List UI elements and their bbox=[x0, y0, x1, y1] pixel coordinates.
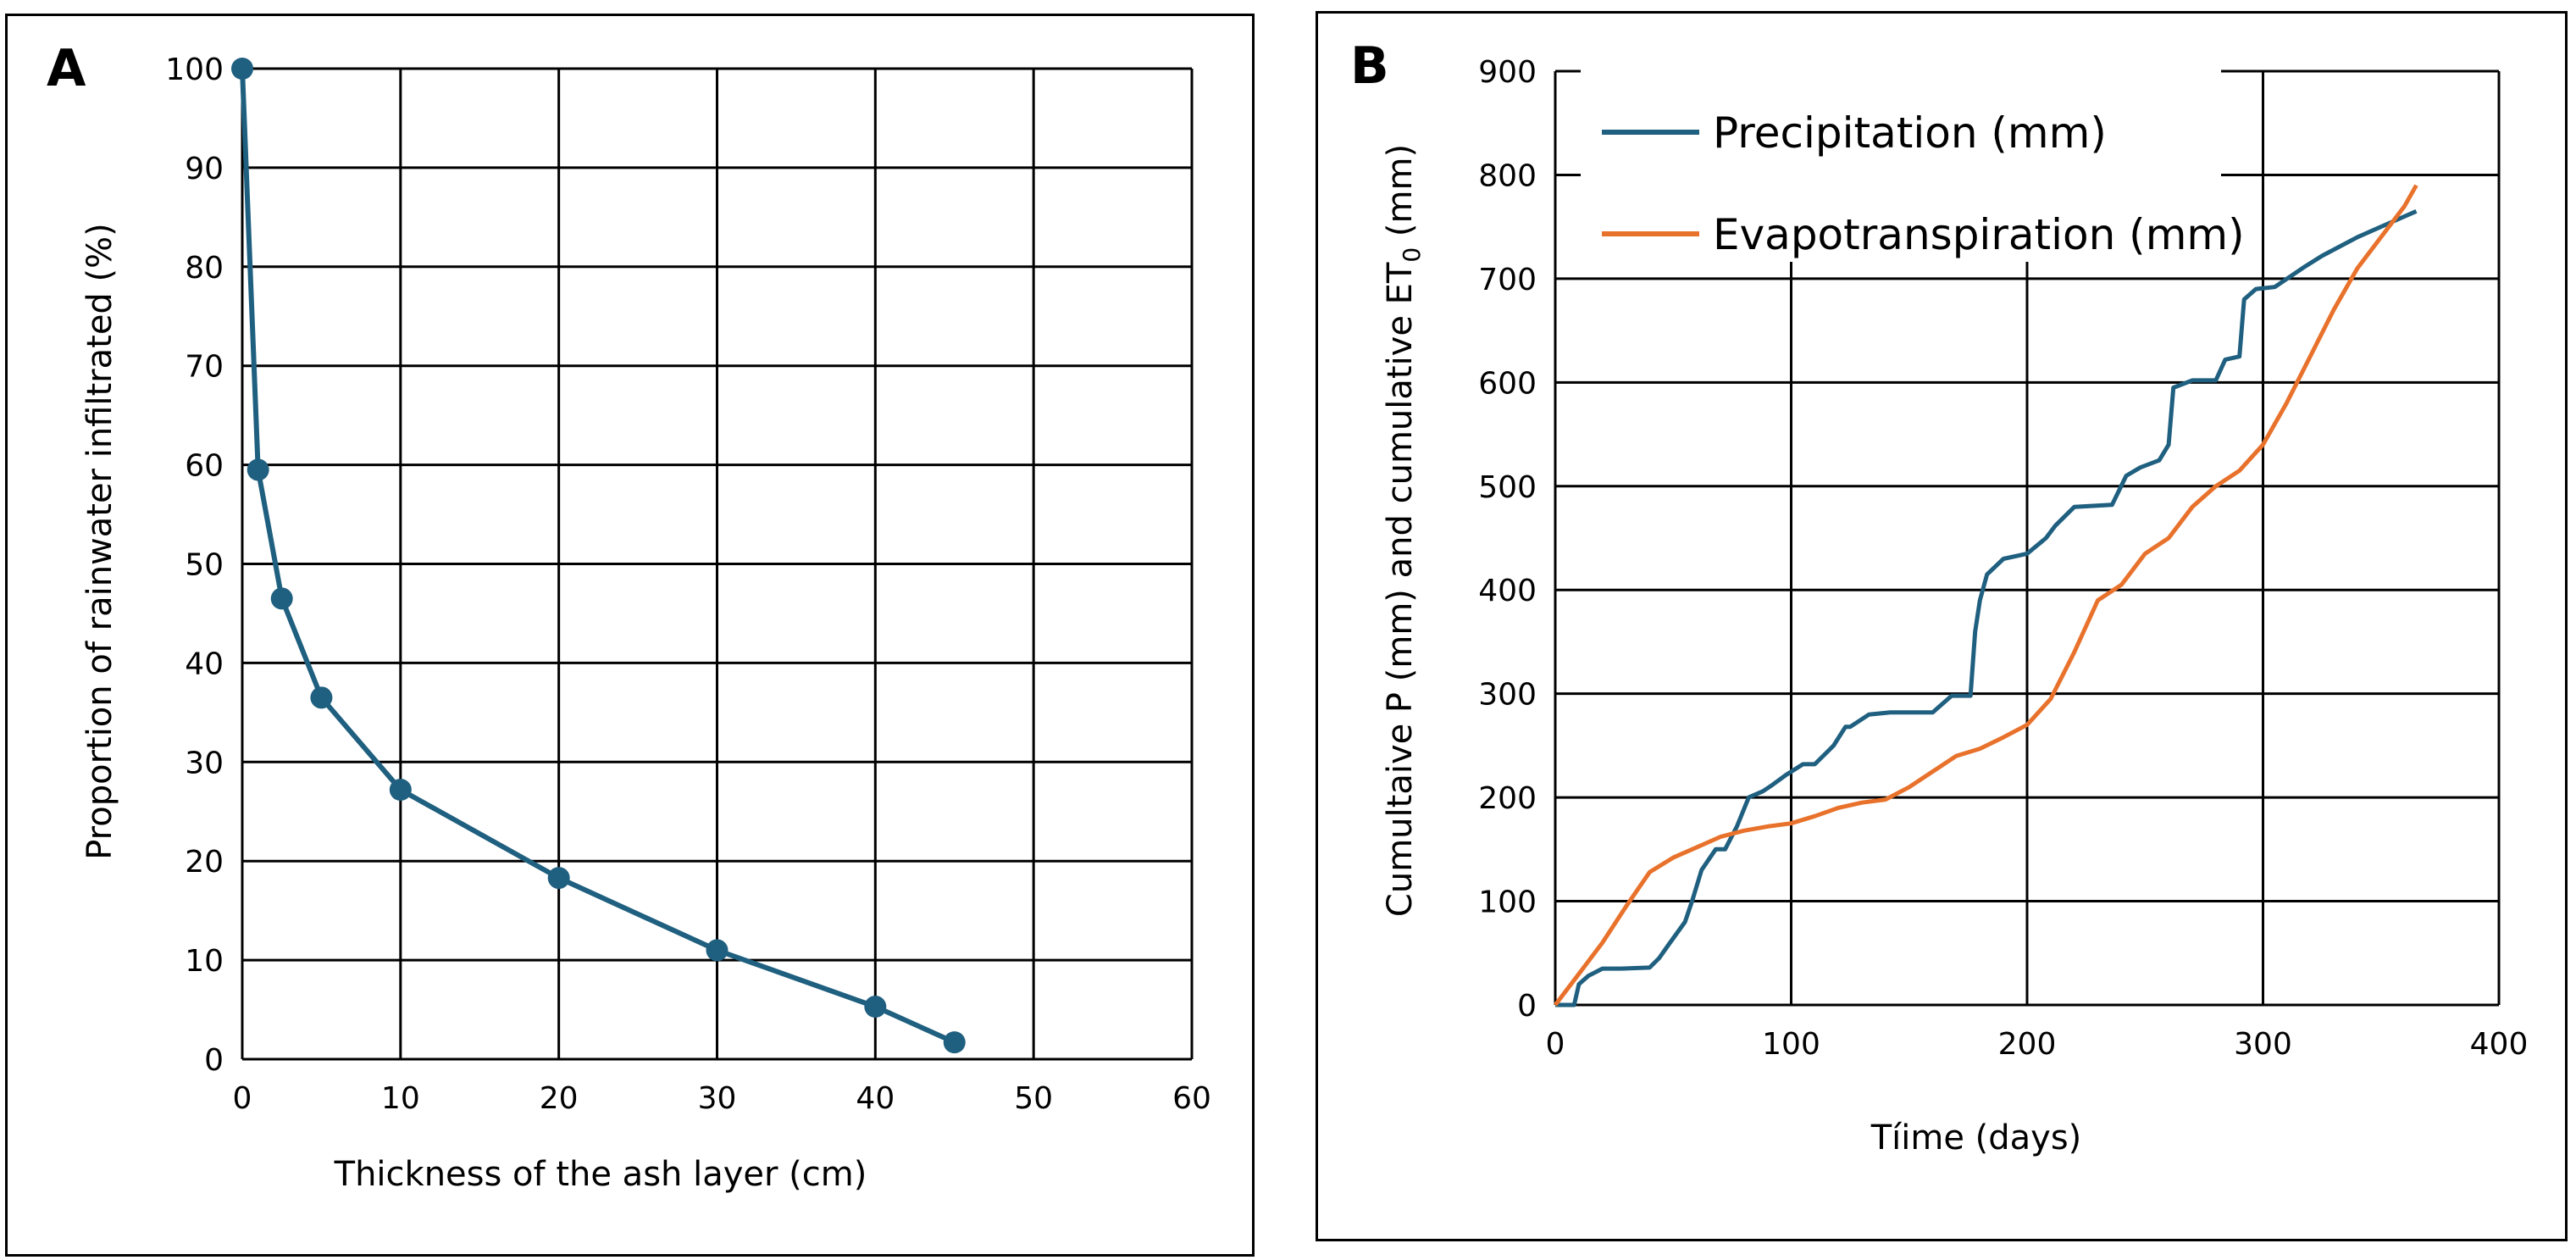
y-tick-label: 100 bbox=[1478, 885, 1537, 920]
data-point bbox=[389, 779, 412, 802]
x-tick-label: 20 bbox=[540, 1081, 579, 1116]
chart-b-y-ticks: 0 100 200 300 400 500 600 700 800 900 bbox=[1478, 55, 1537, 1024]
panel-a: A 0 10 20 30 40 50 60 70 80 90 100 0 10 20 30 40 50 60 T… bbox=[5, 14, 1255, 1257]
y-tick-label: 600 bbox=[1478, 366, 1537, 401]
y-tick-label: 100 bbox=[165, 53, 224, 87]
x-tick-label: 100 bbox=[1762, 1027, 1820, 1062]
chart-a-svg: A 0 10 20 30 40 50 60 70 80 90 100 0 10 20 30 40 50 60 T… bbox=[47, 39, 1211, 1194]
x-tick-label: 10 bbox=[381, 1081, 420, 1116]
x-tick-label: 50 bbox=[1014, 1081, 1053, 1116]
chart-b-x-ticks: 0 100 200 300 400 bbox=[1546, 1027, 2529, 1062]
data-point bbox=[943, 1031, 966, 1054]
panel-b-label: B bbox=[1350, 36, 1389, 96]
chart-b-svg: B 0 100 200 300 400 500 600 700 800 900 0 100 200 30… bbox=[1350, 36, 2529, 1157]
x-tick-label: 30 bbox=[698, 1081, 737, 1116]
y-tick-label: 10 bbox=[185, 944, 224, 979]
panel-b: B 0 100 200 300 400 500 600 700 800 900 0 100 200 30… bbox=[1316, 11, 2568, 1241]
y-tick-label: 90 bbox=[185, 152, 224, 186]
series-line-1 bbox=[1555, 209, 2418, 1007]
data-point bbox=[310, 686, 333, 709]
x-tick-label: 40 bbox=[856, 1081, 895, 1116]
chart-a-y-ticks: 0 10 20 30 40 50 60 70 80 90 100 bbox=[165, 53, 224, 1078]
chart-b-y-axis-label-suffix: (mm) bbox=[1381, 144, 1420, 247]
x-tick-label: 0 bbox=[1546, 1027, 1565, 1062]
y-tick-label: 700 bbox=[1478, 263, 1537, 297]
chart-a-x-ticks: 0 10 20 30 40 50 60 bbox=[233, 1081, 1211, 1116]
data-point bbox=[270, 587, 293, 610]
chart-b-y-axis-label-main: Cumultaive P (mm) and cumulative ET bbox=[1381, 262, 1420, 917]
chart-a-x-axis-label: Thickness of the ash layer (cm) bbox=[334, 1155, 867, 1194]
legend-precipitation-label: Precipitation (mm) bbox=[1713, 108, 2107, 158]
chart-b-series bbox=[1554, 184, 2418, 1007]
chart-b-y-axis-label-subscript: 0 bbox=[1398, 247, 1426, 263]
chart-b-y-axis-label: Cumultaive P (mm) and cumulative ET0 (mm… bbox=[1381, 144, 1426, 917]
y-tick-label: 50 bbox=[185, 548, 224, 583]
y-tick-label: 80 bbox=[185, 251, 224, 286]
data-point bbox=[706, 939, 728, 962]
y-tick-label: 30 bbox=[185, 746, 224, 780]
series-line-1 bbox=[240, 68, 956, 1045]
series-line-2 bbox=[1554, 184, 2418, 1007]
y-tick-label: 900 bbox=[1478, 55, 1537, 90]
data-point bbox=[247, 458, 269, 481]
panel-a-label: A bbox=[47, 39, 86, 98]
y-tick-label: 500 bbox=[1478, 470, 1537, 505]
data-point bbox=[231, 58, 253, 80]
y-tick-label: 800 bbox=[1478, 158, 1537, 193]
y-tick-label: 400 bbox=[1478, 574, 1537, 608]
x-tick-label: 0 bbox=[233, 1081, 252, 1116]
y-tick-label: 40 bbox=[185, 647, 224, 681]
data-point bbox=[864, 996, 887, 1019]
y-tick-label: 200 bbox=[1478, 781, 1537, 816]
x-tick-label: 400 bbox=[2470, 1027, 2529, 1062]
x-tick-label: 300 bbox=[2234, 1027, 2292, 1062]
y-tick-label: 0 bbox=[204, 1043, 224, 1078]
chart-a-series bbox=[231, 58, 966, 1054]
data-point bbox=[547, 867, 570, 890]
chart-a-y-axis-label: Proportion of rainwater infiltrated (%) bbox=[80, 223, 119, 860]
chart-b-legend-box bbox=[1581, 69, 2221, 262]
chart-b-x-axis-label: Tíime (days) bbox=[1870, 1118, 2082, 1157]
y-tick-label: 70 bbox=[185, 350, 224, 385]
x-tick-label: 200 bbox=[1998, 1027, 2057, 1062]
y-tick-label: 0 bbox=[1517, 989, 1537, 1024]
y-tick-label: 300 bbox=[1478, 678, 1537, 713]
chart-a-grid bbox=[241, 67, 1194, 1061]
y-tick-label: 60 bbox=[185, 449, 224, 484]
legend-evapotranspiration-label: Evapotranspiration (mm) bbox=[1713, 210, 2245, 259]
y-tick-label: 20 bbox=[185, 845, 224, 880]
x-tick-label: 60 bbox=[1172, 1081, 1211, 1116]
